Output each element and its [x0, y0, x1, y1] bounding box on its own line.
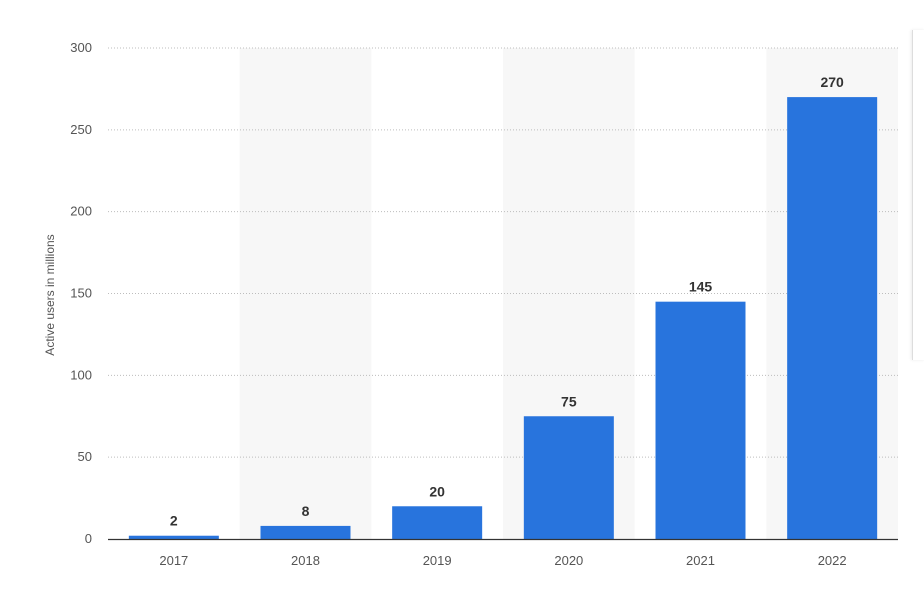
bars — [128, 97, 878, 539]
y-tick-label: 250 — [70, 122, 92, 137]
bar-2017[interactable] — [128, 535, 219, 539]
data-label: 270 — [820, 74, 844, 90]
x-axis-ticks: 2017 2018 2019 2020 2021 2022 — [159, 553, 846, 568]
y-tick-label: 50 — [78, 449, 92, 464]
data-label: 8 — [302, 503, 310, 519]
y-axis-label: Active users in millions — [43, 234, 57, 355]
y-tick-label: 300 — [70, 40, 92, 55]
side-panel-edge — [912, 30, 924, 360]
y-axis-ticks: 0 50 100 150 200 250 300 — [70, 40, 92, 546]
x-tick-label: 2021 — [686, 553, 715, 568]
bar-2020[interactable] — [523, 416, 614, 539]
bar-2018[interactable] — [260, 525, 351, 539]
data-label: 75 — [561, 393, 577, 409]
y-tick-label: 0 — [85, 531, 92, 546]
data-label: 2 — [170, 513, 178, 529]
data-label: 20 — [429, 483, 445, 499]
x-tick-label: 2018 — [291, 553, 320, 568]
bar-2022[interactable] — [787, 97, 878, 539]
data-label: 145 — [689, 279, 713, 295]
y-tick-label: 100 — [70, 367, 92, 382]
x-tick-label: 2017 — [159, 553, 188, 568]
x-tick-label: 2020 — [554, 553, 583, 568]
bar-2021[interactable] — [655, 301, 746, 539]
data-labels: 2 8 20 75 145 270 — [170, 74, 844, 529]
x-tick-label: 2022 — [818, 553, 847, 568]
x-tick-label: 2019 — [423, 553, 452, 568]
y-tick-label: 200 — [70, 204, 92, 219]
bar-2019[interactable] — [392, 506, 483, 539]
y-tick-label: 150 — [70, 286, 92, 301]
